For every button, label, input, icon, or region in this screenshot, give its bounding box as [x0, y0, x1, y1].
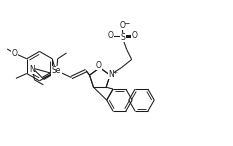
Text: O: O	[120, 21, 126, 30]
Text: O: O	[108, 31, 114, 40]
Text: −: −	[123, 19, 130, 28]
Text: Se: Se	[52, 66, 61, 75]
Text: +: +	[112, 70, 117, 75]
Text: O: O	[96, 61, 102, 70]
Text: O: O	[12, 49, 17, 58]
Text: N: N	[29, 65, 35, 74]
Text: N: N	[108, 70, 114, 79]
Text: S: S	[120, 33, 125, 42]
Text: O: O	[132, 31, 137, 40]
